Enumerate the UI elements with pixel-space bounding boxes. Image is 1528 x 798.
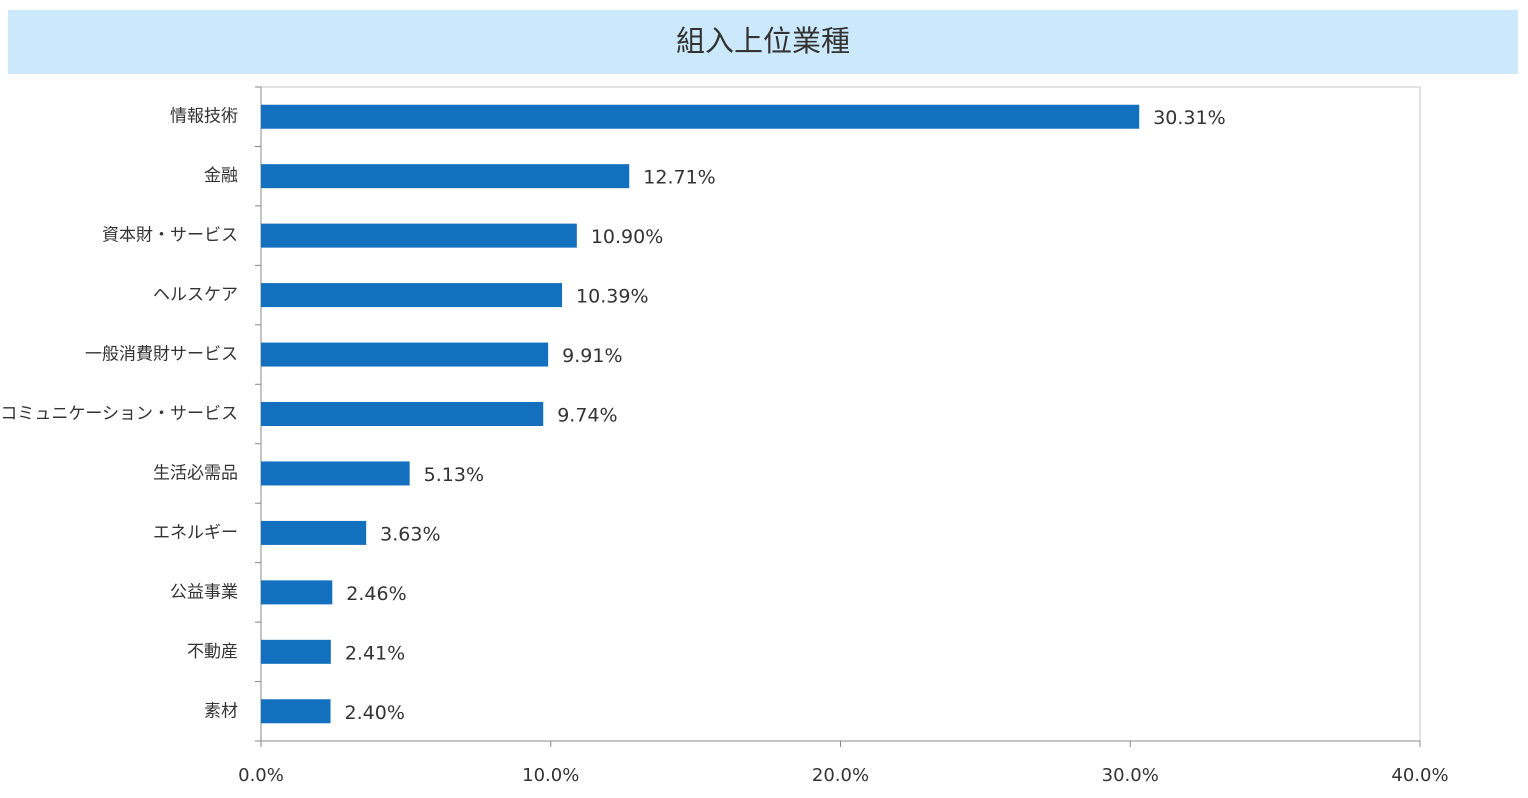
x-tick-label: 20.0% — [812, 765, 869, 786]
value-label: 5.13% — [424, 464, 484, 486]
value-label: 10.39% — [576, 286, 648, 308]
value-label: 12.71% — [643, 167, 715, 189]
value-label: 9.91% — [562, 345, 622, 367]
bar — [261, 402, 544, 426]
title-banner — [8, 10, 1518, 74]
value-label: 3.63% — [380, 523, 440, 545]
bar — [261, 104, 1140, 129]
y-tick-label: 生活必需品 — [153, 463, 238, 483]
x-tick-label: 30.0% — [1102, 765, 1159, 786]
x-tick-label: 10.0% — [522, 765, 579, 786]
value-label: 2.46% — [346, 583, 406, 605]
chart-title: 組入上位業種 — [676, 24, 850, 58]
bar — [261, 342, 549, 367]
y-tick-label: 公益事業 — [170, 582, 238, 602]
x-tick-label: 40.0% — [1391, 765, 1448, 786]
value-label: 9.74% — [557, 405, 617, 427]
y-tick-label: 一般消費財サービス — [85, 345, 238, 365]
value-label: 10.90% — [591, 226, 663, 248]
bar — [261, 164, 630, 189]
y-tick-label: 素材 — [204, 701, 238, 721]
y-tick-label: エネルギー — [153, 523, 238, 543]
value-label: 2.40% — [345, 702, 405, 724]
x-tick-label: 0.0% — [238, 765, 284, 786]
bar — [261, 461, 410, 486]
y-tick-label: ヘルスケア — [153, 285, 238, 305]
y-tick-label: 不動産 — [187, 642, 238, 662]
y-tick-label: 情報技術 — [170, 107, 238, 127]
bar — [261, 580, 333, 605]
bar — [261, 699, 331, 724]
value-label: 30.31% — [1153, 107, 1225, 129]
y-tick-label: 金融 — [204, 166, 238, 186]
bar — [261, 283, 563, 308]
bar — [261, 223, 577, 248]
y-tick-label: コミュニケーション・サービス — [0, 404, 238, 424]
value-label: 2.41% — [345, 642, 405, 664]
bar — [261, 520, 367, 545]
bar — [261, 639, 331, 664]
y-tick-label: 資本財・サービス — [102, 226, 238, 246]
